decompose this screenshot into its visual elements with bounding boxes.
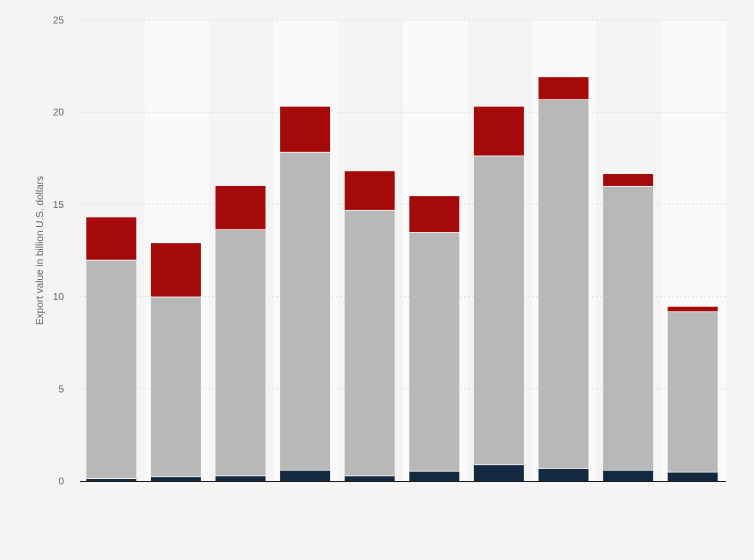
bar-segment-3 (150, 243, 201, 297)
bar-segment-1 (603, 469, 654, 481)
bar-stack (409, 196, 460, 481)
y-tick-label: 0 (58, 477, 64, 488)
bar-stack (344, 171, 395, 481)
bar-segment-2 (344, 209, 395, 476)
bar-stack (473, 106, 524, 481)
bar-segment-2 (667, 311, 718, 472)
bar-segment-3 (667, 306, 718, 312)
bar-segment-3 (409, 196, 460, 233)
y-axis-title: Export value in billion U.S. dollars (35, 176, 46, 325)
bar-stack (667, 306, 718, 481)
bar-segment-2 (86, 259, 137, 479)
bar-segment-1 (150, 476, 201, 481)
bar-segment-2 (215, 229, 266, 476)
y-axis-ticks: 0 5 10 15 20 25 (53, 16, 65, 488)
bar-stack (86, 217, 137, 481)
bar-segment-2 (150, 296, 201, 477)
bar-segment-1 (473, 464, 524, 481)
bar-segment-3 (215, 185, 266, 230)
bar-segment-1 (215, 475, 266, 481)
y-tick-label: 10 (53, 292, 65, 303)
bar-segment-2 (409, 232, 460, 471)
bar-segment-2 (473, 155, 524, 465)
bar-segment-3 (473, 106, 524, 156)
bar-segment-1 (86, 478, 137, 481)
bar-segment-2 (603, 185, 654, 470)
bar-segment-1 (280, 469, 331, 481)
bar-stack (538, 77, 589, 481)
bar-segment-3 (603, 173, 654, 186)
bar-stack (603, 173, 654, 481)
y-tick-label: 5 (58, 384, 64, 395)
bar-segment-3 (280, 106, 331, 152)
bar-stack (280, 106, 331, 481)
bar-segment-1 (667, 471, 718, 481)
bar-segment-1 (538, 468, 589, 481)
bar-segment-1 (344, 475, 395, 481)
y-tick-label: 15 (53, 200, 65, 211)
bar-segment-3 (344, 171, 395, 210)
bar-segment-1 (409, 470, 460, 481)
bar-segment-2 (538, 99, 589, 469)
bar-segment-3 (86, 217, 137, 260)
bar-stack (215, 185, 266, 481)
y-tick-label: 20 (53, 108, 65, 119)
y-tick-label: 25 (53, 16, 65, 27)
bar-stack (150, 243, 201, 481)
bar-segment-3 (538, 77, 589, 100)
bar-segment-2 (280, 151, 331, 470)
bars (86, 77, 718, 481)
